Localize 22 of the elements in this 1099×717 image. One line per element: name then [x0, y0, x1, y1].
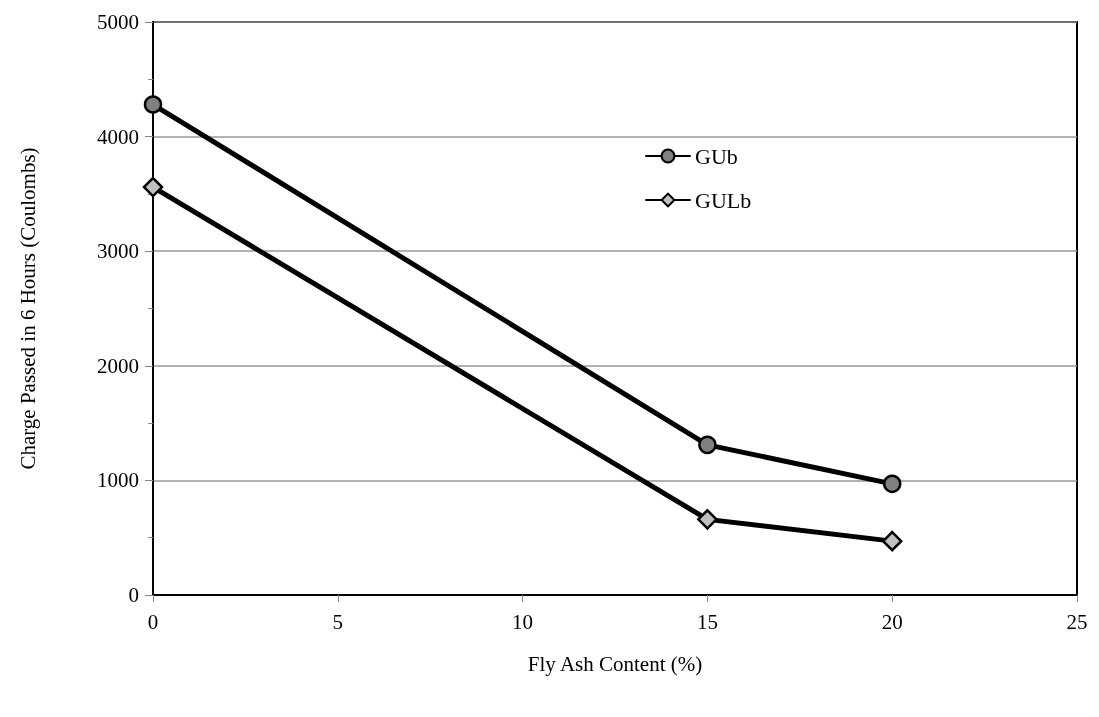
point	[143, 95, 163, 114]
x-tick-label: 15	[696, 609, 718, 634]
x-axis-title: Fly Ash Content (%)	[527, 651, 703, 676]
point	[881, 530, 903, 552]
point	[142, 176, 164, 198]
y-tick-label: 1000	[97, 468, 139, 493]
x-tick-label: 20	[881, 609, 903, 634]
y-tick-label: 4000	[97, 124, 139, 149]
point	[882, 474, 902, 494]
y-tick-label: 3000	[97, 239, 139, 264]
point	[697, 509, 718, 530]
x-tick-label: 25	[1066, 609, 1088, 634]
legend-label: GULb	[695, 187, 752, 213]
y-axis-title: Charge Passed in 6 Hours (Coulombs)	[15, 147, 40, 470]
y-tick-label: 0	[128, 583, 139, 607]
legend-label: GUb	[695, 143, 738, 169]
x-tick-label: 10	[512, 609, 534, 634]
point	[698, 435, 717, 455]
x-tick-label: 0	[147, 609, 159, 634]
x-tick-label: 5	[332, 609, 344, 634]
y-tick-label: 5000	[97, 10, 139, 34]
y-tick-label: 2000	[97, 353, 139, 378]
